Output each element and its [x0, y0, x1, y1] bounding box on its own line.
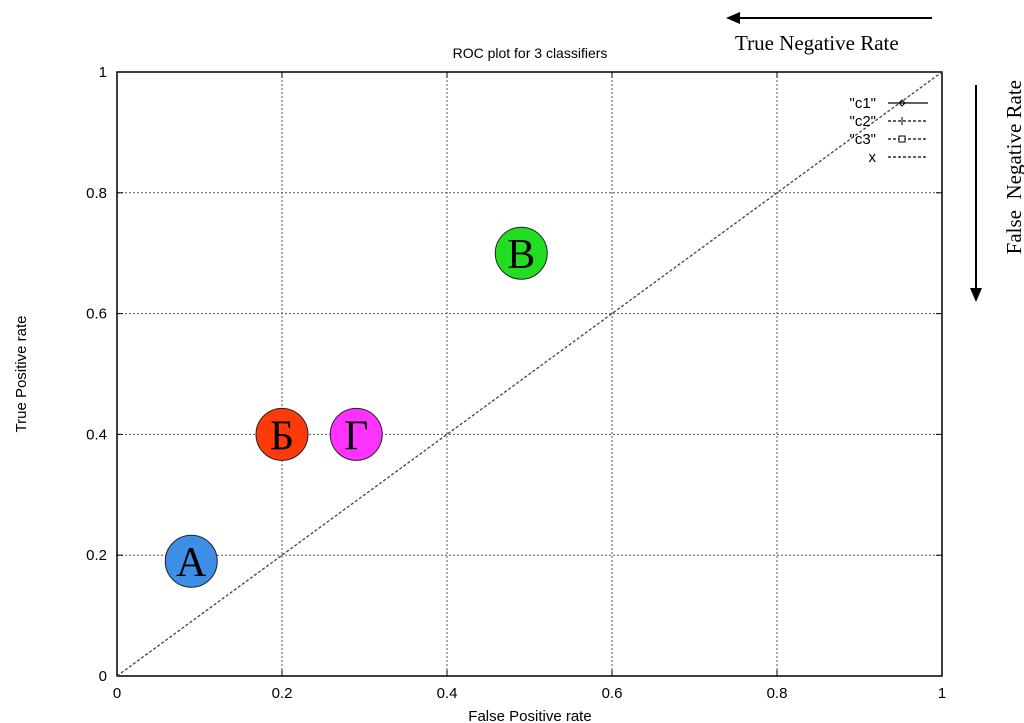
- point-marker: [494, 226, 548, 280]
- legend-label: "c2": [850, 113, 877, 130]
- x-tick-label: 0.2: [272, 685, 293, 702]
- x-tick-label: 0.6: [602, 685, 623, 702]
- legend-label: "c1": [850, 95, 877, 112]
- diagonal-line: [116, 71, 943, 677]
- point-marker: [329, 407, 383, 461]
- legend-diamond-marker: [898, 99, 906, 107]
- y-tick-label: 0.8: [86, 185, 107, 202]
- gridlines: [117, 72, 942, 676]
- y-tick-label: 0.4: [86, 426, 107, 443]
- y-tick-label: 0: [99, 668, 107, 685]
- point-marker: [255, 407, 309, 461]
- legend: "c1""c2""c3"x: [850, 95, 928, 166]
- y-tick-label: 0.6: [86, 306, 107, 323]
- plot-frame: [116, 71, 943, 677]
- legend-label: x: [869, 149, 877, 166]
- true-negative-rate-label: True Negative Rate: [735, 31, 899, 55]
- x-axis-label: False Positive rate: [468, 708, 591, 723]
- legend-square-marker: [898, 135, 906, 143]
- x-tick-label: 0.4: [437, 685, 458, 702]
- y-tick-label: 0.2: [86, 547, 107, 564]
- data-points: А Б В Г: [164, 226, 548, 588]
- point-label: Г: [344, 413, 368, 459]
- legend-label: "c3": [850, 131, 877, 148]
- x-tick-label: 0: [113, 685, 121, 702]
- chart-title: ROC plot for 3 classifiers: [453, 45, 608, 61]
- x-tick-label: 0.8: [767, 685, 788, 702]
- down-arrow-head: [970, 288, 982, 302]
- point-label: Б: [270, 413, 294, 459]
- true-negative-annotation: True Negative Rate: [726, 12, 932, 55]
- left-arrow-head: [726, 12, 740, 24]
- tick-labels: 0 0.2 0.4 0.6 0.8 1 0 0.2 0.4 0.6 0.8 1: [86, 64, 946, 702]
- y-tick-label: 1: [99, 64, 107, 81]
- false-negative-rate-label: False Negative Rate: [1002, 80, 1024, 254]
- false-negative-annotation: False Negative Rate: [970, 80, 1024, 302]
- point-label: В: [507, 232, 535, 278]
- point-marker: [164, 534, 218, 588]
- x-tick-label: 1: [938, 685, 946, 702]
- point-label: А: [176, 540, 207, 586]
- y-axis-label: True Positive rate: [13, 316, 30, 433]
- diagonal-x-line: [116, 71, 943, 677]
